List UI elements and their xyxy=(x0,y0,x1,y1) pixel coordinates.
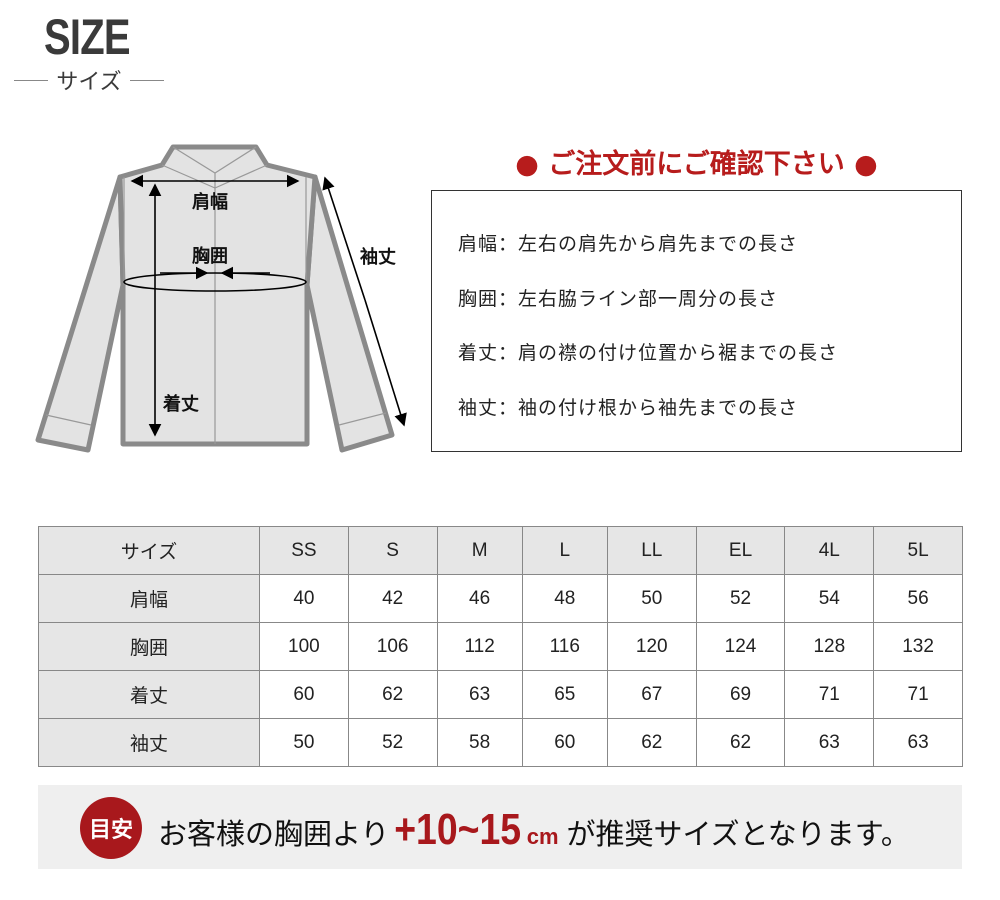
divider xyxy=(14,79,49,81)
table-cell: SS xyxy=(259,526,349,575)
size-table: サイズ SS S M L LL EL 4L 5L 肩幅 40 42 46 48 50 52 54 56 胸囲 100 1… xyxy=(38,526,963,767)
table-cell: 4L xyxy=(784,526,875,575)
table-cell: 65 xyxy=(521,670,608,719)
table-row: 袖丈 50 52 58 60 62 62 63 63 xyxy=(38,718,963,767)
table-cell: 112 xyxy=(436,622,523,671)
notice-row: 胸囲：左右脇ライン部一周分の長さ xyxy=(458,288,779,310)
table-cell: 48 xyxy=(521,574,608,623)
table-row: 肩幅 40 42 46 48 50 52 54 56 xyxy=(38,574,963,623)
banner-text-after: が推奨サイズとなります。 xyxy=(566,817,910,851)
row-label: 着丈 xyxy=(38,670,260,719)
table-cell: 67 xyxy=(606,670,697,719)
guide-badge: 目安 xyxy=(80,797,142,859)
table-cell: 132 xyxy=(873,622,963,671)
table-cell: 5L xyxy=(873,526,963,575)
banner-highlight: +10~15 xyxy=(394,805,522,854)
table-cell: 62 xyxy=(695,718,786,767)
table-cell: 54 xyxy=(784,574,875,623)
table-cell: EL xyxy=(695,526,786,575)
left-sleeve xyxy=(35,174,126,453)
table-cell: 124 xyxy=(695,622,786,671)
table-cell: 69 xyxy=(695,670,786,719)
banner-unit: cm xyxy=(526,824,559,849)
table-cell: 116 xyxy=(521,622,608,671)
table-cell: 100 xyxy=(259,622,349,671)
row-label: 袖丈 xyxy=(38,718,260,767)
row-label: 胸囲 xyxy=(38,622,260,671)
notice-heading: ● ご注文前にご確認下さい ● xyxy=(515,149,878,180)
table-cell: 52 xyxy=(695,574,786,623)
table-row: 着丈 60 62 63 65 67 69 71 71 xyxy=(38,670,963,719)
table-cell: 42 xyxy=(347,574,438,623)
page-subtitle: サイズ xyxy=(14,64,164,96)
table-cell: 106 xyxy=(347,622,438,671)
notice-row: 着丈：肩の襟の付け位置から裾までの長さ xyxy=(458,342,839,364)
table-cell: L xyxy=(521,526,608,575)
table-cell: S xyxy=(347,526,438,575)
table-cell: 63 xyxy=(436,670,523,719)
length-label: 着丈 xyxy=(163,394,199,415)
table-cell: 52 xyxy=(347,718,438,767)
table-cell: 128 xyxy=(784,622,875,671)
table-cell: LL xyxy=(606,526,697,575)
divider xyxy=(129,79,164,81)
table-cell: 62 xyxy=(606,718,697,767)
recommendation-banner: 目安 お客様の胸囲より +10~15 cm が推奨サイズとなります。 xyxy=(38,785,962,869)
page-title: SIZE xyxy=(44,9,131,65)
right-sleeve xyxy=(304,174,395,453)
table-cell: 50 xyxy=(259,718,349,767)
table-cell: 60 xyxy=(259,670,349,719)
table-cell: 71 xyxy=(784,670,875,719)
shirt-diagram xyxy=(35,144,407,453)
table-cell: 58 xyxy=(436,718,523,767)
chest-label: 胸囲 xyxy=(192,246,228,267)
notice-box: 肩幅：左右の肩先から肩先までの長さ 胸囲：左右脇ライン部一周分の長さ 着丈：肩の… xyxy=(431,190,962,452)
table-cell: 120 xyxy=(606,622,697,671)
table-row: 胸囲 100 106 112 116 120 124 128 132 xyxy=(38,622,963,671)
shoulder-label: 肩幅 xyxy=(192,192,228,213)
table-cell: 63 xyxy=(873,718,963,767)
row-label: 肩幅 xyxy=(38,574,260,623)
table-cell: 71 xyxy=(873,670,963,719)
row-label: サイズ xyxy=(38,526,260,575)
body xyxy=(117,144,318,447)
table-cell: 50 xyxy=(606,574,697,623)
table-cell: 56 xyxy=(873,574,963,623)
table-cell: 63 xyxy=(784,718,875,767)
table-cell: 46 xyxy=(436,574,523,623)
table-cell: 60 xyxy=(521,718,608,767)
recommendation-text: お客様の胸囲より +10~15 cm が推奨サイズとなります。 xyxy=(158,805,910,855)
notice-row: 袖丈：袖の付け根から袖先までの長さ xyxy=(458,397,799,419)
table-cell: 40 xyxy=(259,574,349,623)
subtitle-text: サイズ xyxy=(56,70,122,95)
table-cell: 62 xyxy=(347,670,438,719)
notice-row: 肩幅：左右の肩先から肩先までの長さ xyxy=(458,233,799,255)
table-header-row: サイズ SS S M L LL EL 4L 5L xyxy=(38,526,963,575)
table-cell: M xyxy=(436,526,523,575)
banner-text-before: お客様の胸囲より xyxy=(158,817,390,851)
sleeve-label: 袖丈 xyxy=(360,247,396,268)
